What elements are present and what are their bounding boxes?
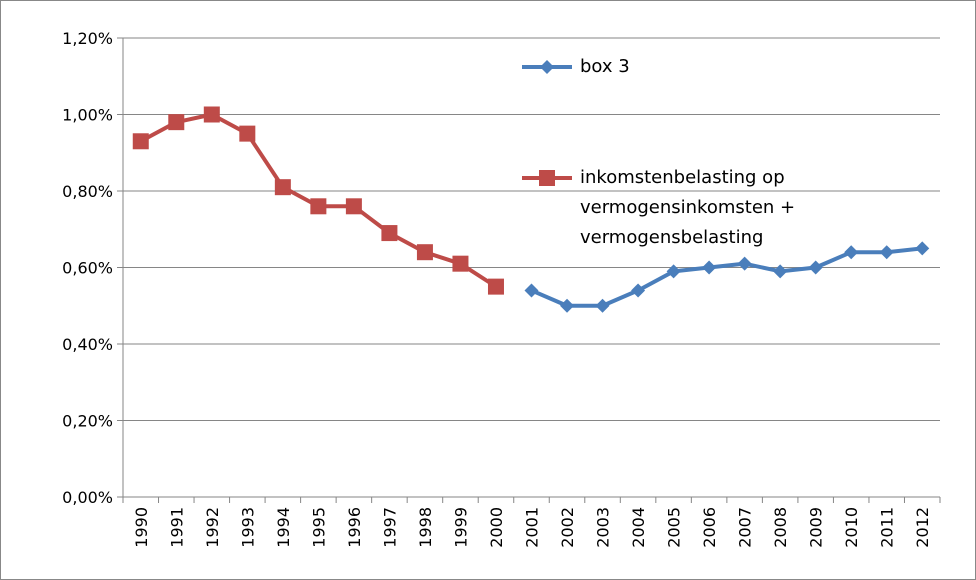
x-tick-label: 2008 — [771, 507, 790, 548]
legend-marker — [539, 170, 555, 186]
marker — [524, 283, 539, 298]
legend-marker — [540, 60, 554, 74]
x-tick-label: 2003 — [594, 507, 613, 548]
legend-label: inkomstenbelasting op vermogensinkomsten… — [580, 167, 796, 248]
marker — [132, 133, 149, 150]
marker — [203, 106, 220, 123]
marker — [560, 298, 575, 313]
marker — [274, 179, 291, 196]
marker — [737, 256, 752, 271]
x-tick-label: 2006 — [700, 507, 719, 548]
x-tick-label: 1997 — [380, 507, 399, 548]
y-tick-label: 0,20% — [62, 412, 113, 431]
marker — [310, 198, 327, 215]
x-tick-label: 1993 — [238, 507, 257, 548]
marker — [666, 264, 681, 279]
x-tick-label: 2002 — [558, 507, 577, 548]
marker — [487, 278, 504, 295]
marker — [773, 264, 788, 279]
marker — [595, 298, 610, 313]
x-tick-label: 2000 — [487, 507, 506, 548]
x-tick-label: 1994 — [274, 507, 293, 548]
y-tick-label: 0,40% — [62, 335, 113, 354]
legend-label: box 3 — [580, 56, 630, 77]
x-tick-label: 2010 — [842, 507, 861, 548]
marker — [168, 114, 185, 131]
x-tick-label: 2012 — [913, 507, 932, 548]
y-tick-label: 0,60% — [62, 259, 113, 278]
x-tick-label: 1990 — [132, 507, 151, 548]
x-tick-label: 1998 — [416, 507, 435, 548]
marker — [631, 283, 646, 298]
marker — [452, 255, 469, 272]
marker — [345, 198, 362, 215]
x-tick-label: 1999 — [451, 507, 470, 548]
y-tick-label: 0,00% — [62, 488, 113, 507]
y-tick-label: 1,20% — [62, 29, 113, 48]
x-tick-label: 2009 — [807, 507, 826, 548]
marker — [808, 260, 823, 275]
x-tick-label: 2001 — [523, 507, 542, 548]
marker — [239, 125, 256, 142]
marker — [844, 245, 859, 260]
marker — [915, 241, 930, 256]
marker — [879, 245, 894, 260]
marker — [416, 244, 433, 261]
x-tick-label: 2011 — [878, 507, 897, 548]
x-tick-label: 2007 — [736, 507, 755, 548]
y-tick-label: 0,80% — [62, 182, 113, 201]
x-tick-label: 2004 — [629, 507, 648, 548]
x-tick-label: 2005 — [665, 507, 684, 548]
y-tick-label: 1,00% — [62, 106, 113, 125]
marker — [702, 260, 717, 275]
x-tick-label: 1996 — [345, 507, 364, 548]
x-tick-label: 1995 — [309, 507, 328, 548]
x-tick-label: 1992 — [203, 507, 222, 548]
marker — [381, 225, 398, 242]
x-tick-label: 1991 — [167, 507, 186, 548]
